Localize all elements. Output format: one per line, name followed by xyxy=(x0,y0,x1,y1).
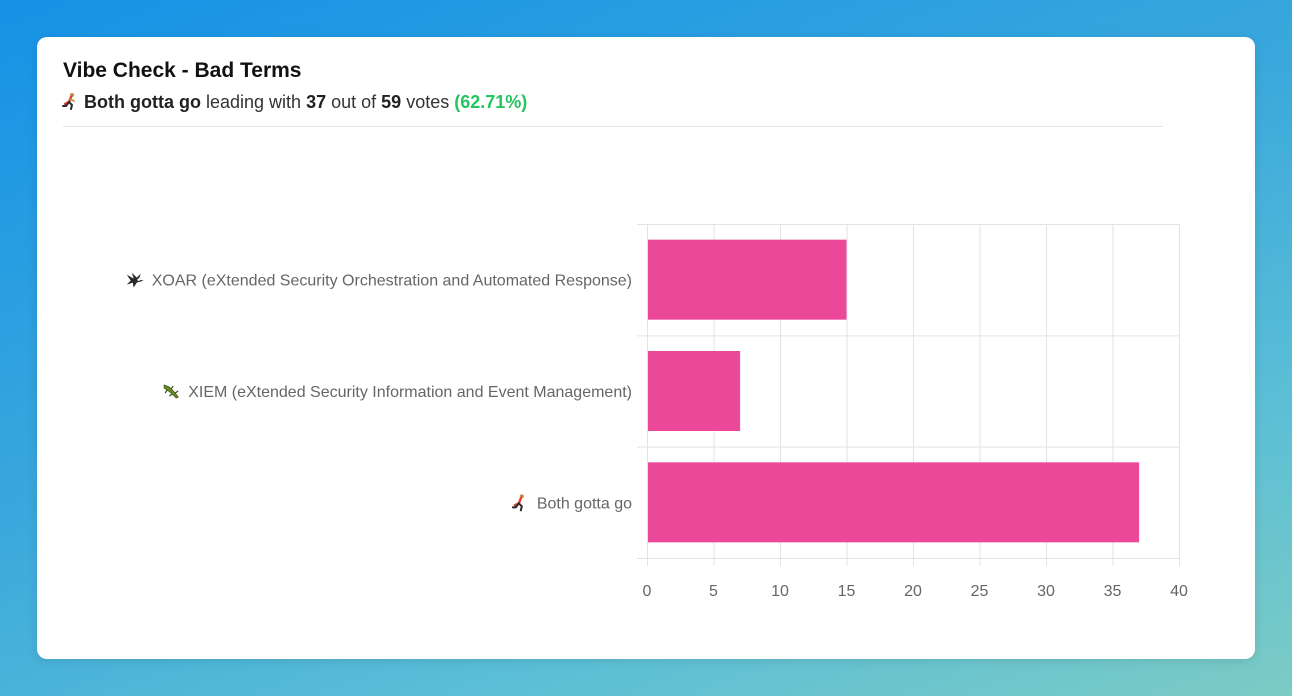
category-label: XIEM (eXtended Security Information and … xyxy=(188,384,632,401)
runner-icon xyxy=(62,93,75,110)
votes-text: votes xyxy=(406,92,450,112)
leader-vote-count: 37 xyxy=(306,92,327,112)
x-tick-label: 40 xyxy=(1170,583,1188,600)
category-labels: XOAR (eXtended Security Orchestration an… xyxy=(126,272,632,512)
x-tick-label: 5 xyxy=(709,583,718,600)
category-label: XOAR (eXtended Security Orchestration an… xyxy=(152,273,632,290)
poll-title: Vibe Check - Bad Terms xyxy=(63,59,302,82)
x-axis-ticks: 0 5 10 15 20 25 30 35 40 xyxy=(643,583,1188,600)
chart-bars xyxy=(648,239,1140,543)
x-tick-label: 25 xyxy=(971,583,989,600)
bar-1[interactable] xyxy=(648,239,847,320)
runner-icon xyxy=(511,494,524,512)
x-tick-label: 0 xyxy=(643,583,652,600)
lizard-icon xyxy=(163,384,179,399)
leader-option-label: Both gotta go xyxy=(84,92,201,112)
poll-summary: Both gotta go leading with 37 out of 59 … xyxy=(61,90,527,114)
out-of-text: out of xyxy=(331,92,377,112)
x-tick-label: 20 xyxy=(904,583,922,600)
x-tick-label: 15 xyxy=(838,583,856,600)
x-tick-label: 35 xyxy=(1104,583,1122,600)
leader-percentage: (62.71%) xyxy=(454,92,528,112)
header-divider xyxy=(63,126,1163,127)
total-vote-count: 59 xyxy=(381,92,402,112)
poll-card xyxy=(37,37,1255,659)
eagle-icon xyxy=(126,272,144,288)
leading-with-text: leading with xyxy=(205,92,302,112)
bar-2[interactable] xyxy=(648,351,741,431)
category-label: Both gotta go xyxy=(537,495,632,512)
x-tick-label: 10 xyxy=(771,583,789,600)
bar-3[interactable] xyxy=(648,462,1140,543)
x-tick-label: 30 xyxy=(1037,583,1055,600)
